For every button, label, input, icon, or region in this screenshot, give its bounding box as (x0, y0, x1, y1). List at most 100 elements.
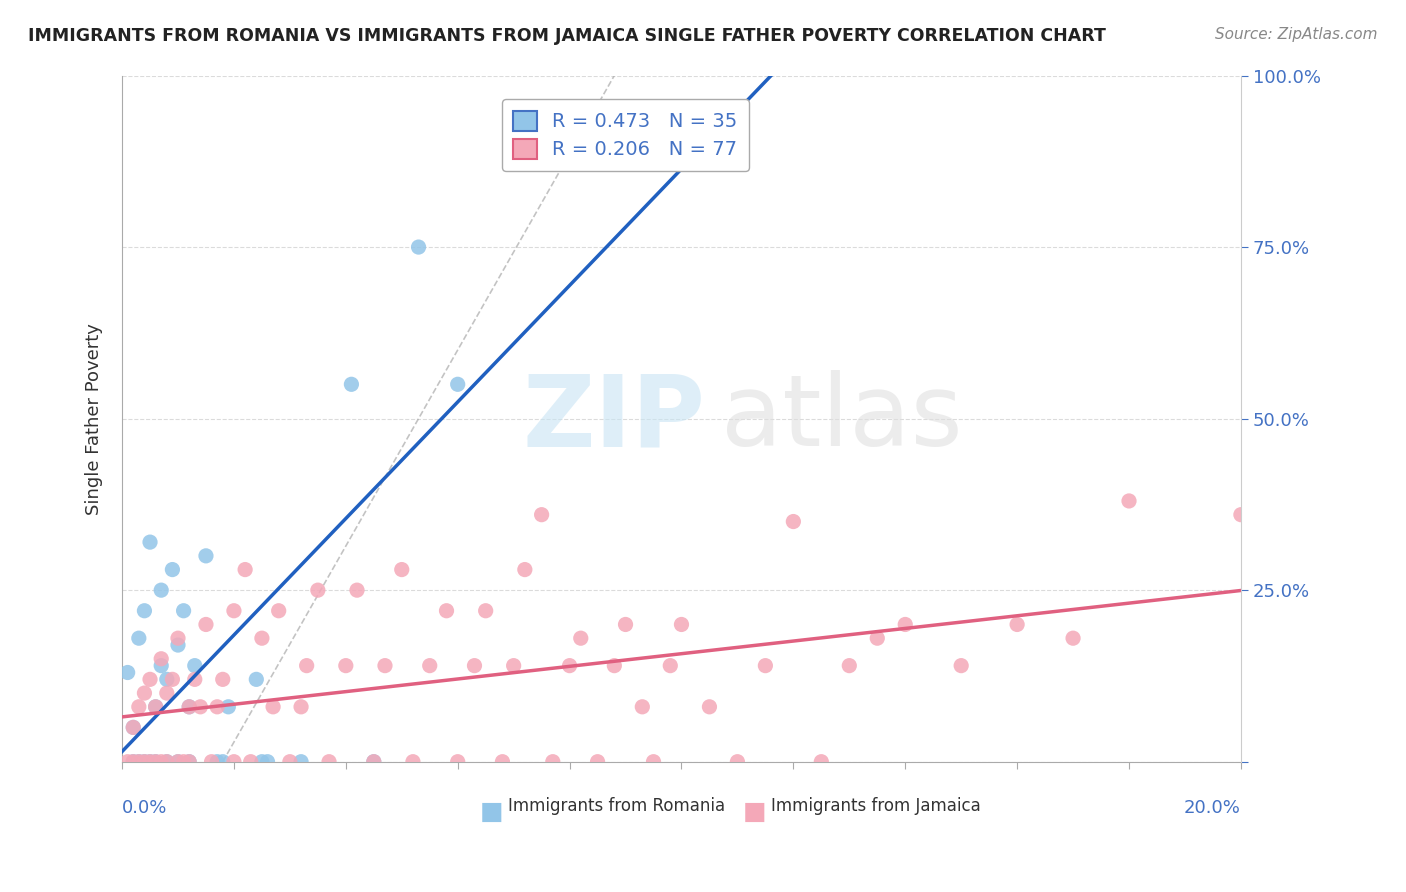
Point (603, 658, 626, 673)
Point (184, 658, 207, 673)
Point (659, 658, 682, 673)
Point (558, 658, 581, 673)
Point (139, 535, 162, 549)
Point (134, 686, 156, 700)
Point (117, 665, 139, 680)
Point (541, 755, 564, 769)
Point (436, 604, 458, 618)
Point (134, 755, 156, 769)
Point (139, 755, 162, 769)
Point (402, 755, 425, 769)
Point (340, 377, 363, 392)
Point (150, 755, 173, 769)
Point (586, 103, 609, 117)
Point (139, 673, 162, 687)
Point (205, 755, 228, 769)
Point (391, 563, 413, 577)
Point (179, 755, 201, 769)
Point (117, 755, 139, 769)
Point (162, 563, 184, 577)
Point (145, 755, 167, 769)
Point (643, 755, 665, 769)
Point (156, 755, 179, 769)
Point (128, 755, 150, 769)
Point (205, 699, 228, 714)
Point (179, 755, 201, 769)
Text: Source: ZipAtlas.com: Source: ZipAtlas.com (1215, 27, 1378, 42)
Point (167, 755, 190, 769)
Point (810, 755, 832, 769)
Point (262, 699, 284, 714)
Text: atlas: atlas (721, 370, 962, 467)
Point (233, 563, 256, 577)
Text: Immigrants from Romania: Immigrants from Romania (508, 797, 725, 815)
Point (1005, 617, 1028, 632)
Point (222, 755, 245, 769)
Point (194, 617, 217, 632)
Point (122, 755, 145, 769)
Point (290, 699, 312, 714)
Point (184, 673, 207, 687)
Point (150, 652, 173, 666)
Point (162, 673, 184, 687)
Point (239, 755, 262, 769)
Point (447, 377, 470, 392)
Point (950, 658, 973, 673)
Point (167, 638, 190, 652)
Point (139, 755, 162, 769)
Point (671, 617, 693, 632)
Point (179, 699, 201, 714)
Point (156, 755, 179, 769)
Point (250, 631, 273, 645)
Point (363, 755, 385, 769)
Point (122, 720, 145, 734)
Point (530, 508, 553, 522)
Point (1230, 508, 1253, 522)
Y-axis label: Single Father Poverty: Single Father Poverty (86, 323, 103, 515)
Point (502, 658, 524, 673)
Point (419, 658, 441, 673)
Point (194, 549, 217, 563)
Point (167, 631, 190, 645)
Point (569, 631, 592, 645)
Point (363, 755, 385, 769)
Point (145, 755, 167, 769)
Point (128, 631, 150, 645)
Point (145, 699, 167, 714)
Point (447, 755, 470, 769)
Text: 0.0%: 0.0% (122, 799, 167, 817)
Point (866, 631, 889, 645)
Point (145, 699, 167, 714)
Point (245, 673, 267, 687)
Point (307, 583, 329, 598)
Point (346, 583, 368, 598)
Point (211, 673, 233, 687)
Point (290, 755, 312, 769)
Point (754, 658, 776, 673)
Text: ■: ■ (742, 799, 766, 823)
Point (335, 658, 357, 673)
Point (128, 755, 150, 769)
Point (250, 755, 273, 769)
Text: IMMIGRANTS FROM ROMANIA VS IMMIGRANTS FROM JAMAICA SINGLE FATHER POVERTY CORRELA: IMMIGRANTS FROM ROMANIA VS IMMIGRANTS FR… (28, 27, 1107, 45)
Legend: R = 0.473   N = 35, R = 0.206   N = 77: R = 0.473 N = 35, R = 0.206 N = 77 (502, 99, 749, 171)
Point (586, 755, 609, 769)
Point (190, 699, 212, 714)
Point (156, 673, 179, 687)
Point (725, 755, 748, 769)
Text: Immigrants from Jamaica: Immigrants from Jamaica (770, 797, 981, 815)
Text: ■: ■ (479, 799, 503, 823)
Point (122, 755, 145, 769)
Point (318, 755, 340, 769)
Point (474, 604, 496, 618)
Point (267, 604, 290, 618)
Point (782, 515, 804, 529)
Point (150, 658, 173, 673)
Point (256, 755, 278, 769)
Point (295, 658, 318, 673)
Point (838, 658, 860, 673)
Point (463, 658, 485, 673)
Point (211, 755, 233, 769)
Point (278, 755, 301, 769)
Text: 20.0%: 20.0% (1184, 799, 1241, 817)
